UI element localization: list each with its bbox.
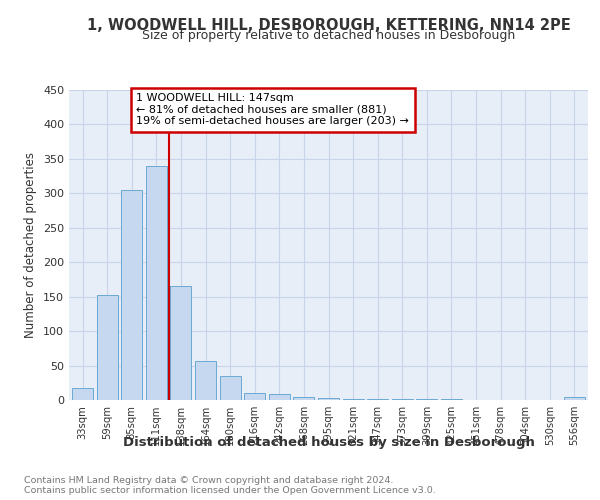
Bar <box>220 376 241 400</box>
Bar <box>195 360 216 400</box>
Bar <box>318 398 339 400</box>
Bar <box>121 190 142 400</box>
Bar <box>146 166 167 400</box>
Bar <box>97 294 118 400</box>
Text: 1 WOODWELL HILL: 147sqm
← 81% of detached houses are smaller (881)
19% of semi-d: 1 WOODWELL HILL: 147sqm ← 81% of detache… <box>136 93 409 126</box>
Bar <box>343 398 364 400</box>
Bar <box>293 396 314 400</box>
Bar <box>269 394 290 400</box>
Text: Size of property relative to detached houses in Desborough: Size of property relative to detached ho… <box>142 29 515 42</box>
Bar <box>170 286 191 400</box>
Bar <box>244 393 265 400</box>
Text: Distribution of detached houses by size in Desborough: Distribution of detached houses by size … <box>123 436 535 449</box>
Text: Contains HM Land Registry data © Crown copyright and database right 2024.: Contains HM Land Registry data © Crown c… <box>24 476 394 485</box>
Bar <box>564 397 585 400</box>
Text: 1, WOODWELL HILL, DESBOROUGH, KETTERING, NN14 2PE: 1, WOODWELL HILL, DESBOROUGH, KETTERING,… <box>87 18 571 32</box>
Y-axis label: Number of detached properties: Number of detached properties <box>25 152 37 338</box>
Text: Contains public sector information licensed under the Open Government Licence v3: Contains public sector information licen… <box>24 486 436 495</box>
Bar <box>72 388 93 400</box>
